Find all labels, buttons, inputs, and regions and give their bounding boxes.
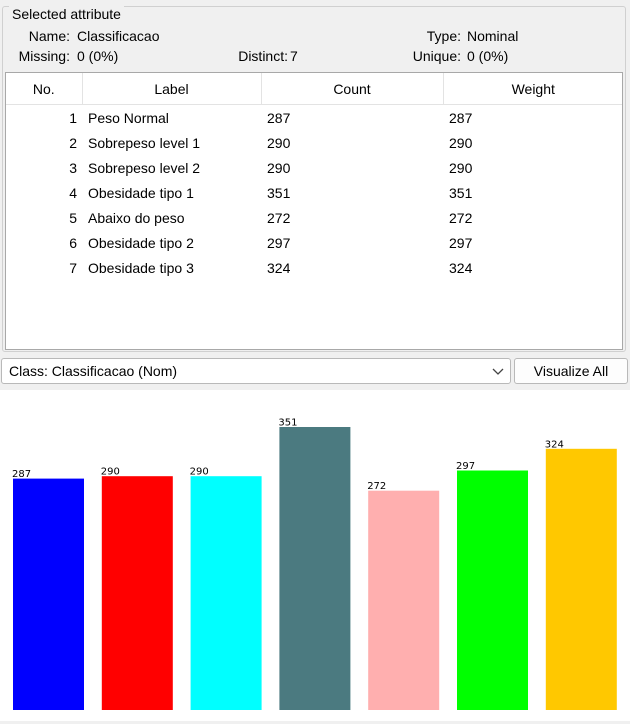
chevron-down-icon[interactable] xyxy=(490,363,506,379)
row-count: 324 xyxy=(267,259,291,276)
unique-value: 0 (0%) xyxy=(467,48,509,64)
row-count: 287 xyxy=(267,109,291,126)
row-label: Obesidade tipo 2 xyxy=(88,234,194,251)
table-row[interactable]: 7 Obesidade tipo 3 324 324 xyxy=(6,255,622,280)
table-header-row: No. Label Count Weight xyxy=(6,73,622,105)
row-weight: 324 xyxy=(449,259,473,276)
distinct-label: Distinct: xyxy=(238,48,288,64)
distinct-value: 7 xyxy=(290,48,298,64)
row-number: 7 xyxy=(69,259,77,276)
bar-value-label-6: 297 xyxy=(456,461,475,472)
bar-2 xyxy=(101,476,173,710)
row-count: 297 xyxy=(267,234,291,251)
table-row[interactable]: 2 Sobrepeso level 1 290 290 xyxy=(6,130,622,155)
table-row[interactable]: 4 Obesidade tipo 1 351 351 xyxy=(6,180,622,205)
row-weight: 297 xyxy=(449,234,473,251)
row-number: 2 xyxy=(69,134,77,151)
row-number: 6 xyxy=(69,234,77,251)
type-label: Type: xyxy=(426,28,461,44)
bar-value-label-5: 272 xyxy=(367,481,386,492)
row-label: Abaixo do peso xyxy=(88,209,185,226)
row-label: Obesidade tipo 1 xyxy=(88,184,194,201)
row-weight: 290 xyxy=(449,134,473,151)
row-count: 290 xyxy=(267,134,291,151)
row-label: Sobrepeso level 2 xyxy=(88,159,201,176)
bar-value-label-3: 290 xyxy=(190,467,209,478)
bar-value-label-1: 287 xyxy=(12,469,31,480)
visualize-all-button[interactable]: Visualize All xyxy=(514,358,628,384)
row-weight: 290 xyxy=(449,159,473,176)
bar-4 xyxy=(279,427,351,710)
row-count: 290 xyxy=(267,159,291,176)
missing-value: 0 (0%) xyxy=(77,48,119,64)
class-distribution-chart: 287 290 290 351 272 297 324 xyxy=(0,390,630,721)
row-number: 5 xyxy=(69,209,77,226)
row-count: 351 xyxy=(267,184,291,201)
table-row[interactable]: 1 Peso Normal 287 287 xyxy=(6,105,622,131)
section-title: Selected attribute xyxy=(9,6,124,22)
table-row[interactable]: 6 Obesidade tipo 2 297 297 xyxy=(6,230,622,255)
row-weight: 287 xyxy=(449,109,473,126)
row-count: 272 xyxy=(267,209,291,226)
column-header-no[interactable]: No. xyxy=(6,73,83,105)
bar-value-label-4: 351 xyxy=(278,418,297,429)
bar-5 xyxy=(368,490,440,710)
bar-value-label-2: 290 xyxy=(101,467,120,478)
missing-label: Missing: xyxy=(18,48,70,64)
table-row[interactable]: 5 Abaixo do peso 272 272 xyxy=(6,205,622,230)
bar-3 xyxy=(190,476,262,710)
bar-1 xyxy=(13,478,84,710)
type-value: Nominal xyxy=(467,28,519,44)
column-header-weight[interactable]: Weight xyxy=(443,73,622,105)
selected-attribute-panel: Selected attribute xyxy=(2,6,626,352)
name-label: Name: xyxy=(28,28,70,44)
class-select[interactable]: Class: Classificacao (Nom) xyxy=(1,358,511,384)
row-label: Obesidade tipo 3 xyxy=(88,259,194,276)
bar-chart-svg: 287 290 290 351 272 297 324 xyxy=(12,418,617,710)
row-number: 3 xyxy=(69,159,77,176)
row-number: 1 xyxy=(69,109,77,126)
row-label: Peso Normal xyxy=(88,109,169,126)
label-count-table[interactable]: No. Label Count Weight 1 Peso Normal 287… xyxy=(5,72,623,350)
unique-label: Unique: xyxy=(412,48,461,64)
name-value: Classificacao xyxy=(77,28,160,44)
column-header-label[interactable]: Label xyxy=(82,73,262,105)
class-select-value: Class: Classificacao (Nom) xyxy=(9,363,178,379)
row-weight: 351 xyxy=(449,184,473,201)
table-row[interactable]: 3 Sobrepeso level 2 290 290 xyxy=(6,155,622,180)
bar-7 xyxy=(545,448,617,710)
row-number: 4 xyxy=(69,184,77,201)
bar-6 xyxy=(457,470,528,710)
column-header-count[interactable]: Count xyxy=(261,73,444,105)
row-weight: 272 xyxy=(449,209,473,226)
bar-value-label-7: 324 xyxy=(545,439,564,450)
row-label: Sobrepeso level 1 xyxy=(88,134,201,151)
